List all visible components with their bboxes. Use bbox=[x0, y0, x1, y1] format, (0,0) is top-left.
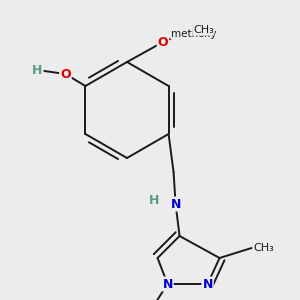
Text: CH₃: CH₃ bbox=[254, 243, 274, 253]
Text: O: O bbox=[158, 35, 168, 49]
Text: H: H bbox=[148, 194, 159, 208]
Text: H: H bbox=[32, 64, 43, 76]
Text: N: N bbox=[170, 197, 181, 211]
Text: CH₃: CH₃ bbox=[193, 25, 214, 35]
Text: methoxy: methoxy bbox=[171, 29, 217, 39]
Text: O: O bbox=[60, 68, 71, 80]
Text: N: N bbox=[162, 278, 173, 290]
Text: N: N bbox=[202, 278, 213, 290]
